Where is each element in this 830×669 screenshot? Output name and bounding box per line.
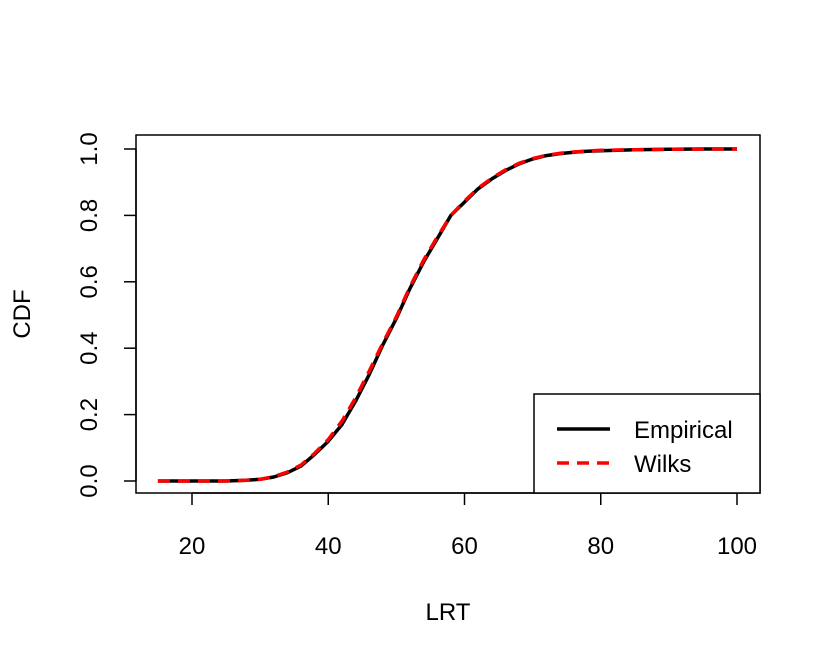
series-line-wilks	[157, 147, 737, 483]
x-axis-label: LRT	[426, 599, 471, 626]
y-tick-label-3: 0.6	[76, 265, 103, 298]
x-tick-label-2: 60	[451, 533, 478, 560]
y-tick-label-2: 0.4	[76, 332, 103, 365]
x-tick-label-3: 80	[587, 533, 614, 560]
legend-box	[533, 393, 761, 494]
legend-label-wilks: Wilks	[634, 451, 691, 478]
x-tick-label-4: 100	[717, 533, 757, 560]
y-tick-label-4: 0.8	[76, 199, 103, 232]
legend: Empirical Wilks	[533, 393, 761, 494]
y-axis-label: CDF	[9, 289, 36, 338]
series-layer	[157, 147, 737, 483]
x-axis: 20 40 60 80 100	[179, 492, 757, 560]
legend-label-empirical: Empirical	[634, 417, 733, 444]
x-tick-label-1: 40	[315, 533, 342, 560]
y-tick-label-1: 0.2	[76, 398, 103, 431]
y-tick-label-5: 1.0	[76, 132, 103, 165]
x-tick-label-0: 20	[179, 533, 206, 560]
y-tick-label-0: 0.0	[76, 464, 103, 497]
y-axis: 0.0 0.2 0.4 0.6 0.8 1.0	[76, 132, 137, 498]
